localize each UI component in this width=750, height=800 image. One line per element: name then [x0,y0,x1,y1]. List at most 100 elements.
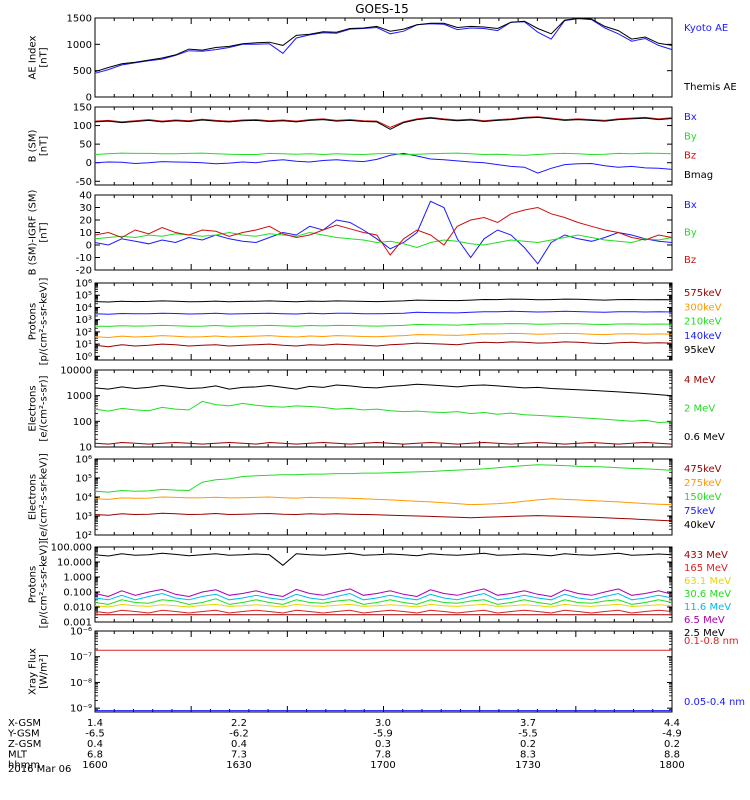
y-tick-label: 0 [86,93,92,104]
series-line-140kev [94,310,673,315]
panel-protons-mev: 0.001 0.010 0.100 1.000 10.000 100.000 Protons… [28,541,732,639]
y-axis-label: Protons [28,303,39,340]
panel-xray: 10⁻⁹ 10⁻⁸ 10⁻⁷ 10⁻⁶ Xray Flux [W/m²] 0.1-0.8 n… [28,627,746,715]
y-tick-label: 10⁶ [75,455,92,466]
ephemeris-value: 1630 [226,760,251,771]
legend-entry: 165 MeV [684,563,728,574]
y-tick-label: 10⁻⁷ [70,652,92,663]
series-line-95kev [94,298,673,303]
ephemeris-value: 1730 [515,760,540,771]
y-tick-label: 40 [79,191,92,202]
series-line-150kev [94,464,673,493]
legend-entry: 40keV [684,520,715,531]
date-label: 2016 Mar 06 [8,764,71,775]
y-tick-label: 10.000 [57,558,92,569]
ephemeris-value: -5.9 [373,729,393,740]
y-tick-label: 150 [73,103,92,114]
legend-entry: 95keV [684,345,715,356]
y-axis-label: B (SM) [28,129,39,162]
ephemeris-value: 8.8 [664,750,680,761]
y-axis-label: Protons [28,566,39,603]
y-tick-label: 10⁻⁶ [70,627,92,638]
y-axis-label: Electrons [28,385,39,431]
ephemeris-value: 4.4 [664,718,680,729]
series-line-bmag [94,116,673,130]
y-tick-label: 10⁵ [75,291,92,302]
y-axis-label: [W/m²] [39,654,50,689]
series-line-by [94,152,673,156]
series-line-bz [94,116,673,128]
y-axis-label: [e/(cm²-s-sr-keV)] [39,453,50,541]
y-tick-label: 10⁻⁸ [70,678,92,689]
ephemeris-value: 0.4 [231,739,247,750]
ephemeris-label: MLT [8,750,28,761]
y-tick-label: 10 [79,443,92,454]
legend-entry: Bz [684,151,696,162]
panel-frame [94,458,673,536]
y-axis-label: [nT] [39,222,50,242]
ephemeris-value: 3.7 [520,718,536,729]
y-axis-label: [nT] [39,136,50,156]
legend-entry: Bmag [684,170,713,181]
y-tick-label: 1000 [67,391,92,402]
legend-entry: 0.1-0.8 nm [684,636,739,647]
y-axis-label: Xray Flux [28,648,39,695]
legend-entry: Themis AE [683,82,737,93]
series-line-by [94,231,673,249]
y-axis-label: [p/(cm²-s-sr-keV)] [39,541,50,629]
y-tick-label: 100.000 [51,543,92,554]
series-line-0-6-mev [94,383,673,397]
y-tick-label: 10000 [60,366,92,377]
legend-entry: 433 MeV [684,550,728,561]
series-line-11-6-mev [94,592,673,601]
ephemeris-value: 1.4 [87,718,103,729]
y-tick-label: -20 [76,266,92,277]
y-axis-label: [nT] [39,47,50,67]
series-line-bz [94,206,673,256]
y-tick-label: 1000 [67,40,92,51]
series-line-2-mev [94,400,673,424]
panel-frame [94,282,673,361]
legend-entry: 75keV [684,506,715,517]
legend-entry: 4 MeV [684,375,715,386]
ephemeris-label: Z-GSM [8,739,41,750]
series-line-6-5-mev [94,588,673,598]
ephemeris-value: 7.3 [231,750,247,761]
chart-title: GOES-15 [355,2,409,16]
y-tick-label: 10³ [75,512,92,523]
series-line-bx [94,200,673,265]
legend-entry: Kyoto AE [684,23,728,34]
legend-entry: 30.6 MeV [684,589,731,600]
ephemeris-value: -4.9 [662,729,682,740]
ephemeris-label: hhmm [8,760,40,771]
ephemeris-value: -6.2 [229,729,249,740]
y-tick-label: 20 [79,216,92,227]
series-line-bx [94,152,673,174]
series-line-2-5-mev [94,552,673,566]
y-tick-label: 0.100 [63,588,92,599]
legend-entry: 2.5 MeV [684,628,725,639]
legend-entry: 575keV [684,288,722,299]
ephemeris-value: 1600 [82,760,107,771]
legend-entry: 63.1 MeV [684,576,731,587]
panel-frame [94,630,673,713]
ephemeris-value: 6.8 [87,750,103,761]
series-line-475kev [94,512,673,522]
y-tick-label: 100 [73,417,92,428]
ephemeris-value: 0.3 [375,739,391,750]
legend-entry: 0.05-0.4 nm [684,697,745,708]
legend-entry: By [684,228,697,239]
ephemeris-value: -5.5 [518,729,538,740]
y-tick-label: 50 [79,140,92,151]
y-tick-label: -10 [76,253,92,264]
y-tick-label: 10³ [75,315,92,326]
y-tick-label: 10² [75,531,92,542]
legend-entry: By [684,131,697,142]
y-tick-label: 10¹ [75,340,92,351]
y-tick-label: 100 [73,121,92,132]
panel-frame [94,17,673,98]
